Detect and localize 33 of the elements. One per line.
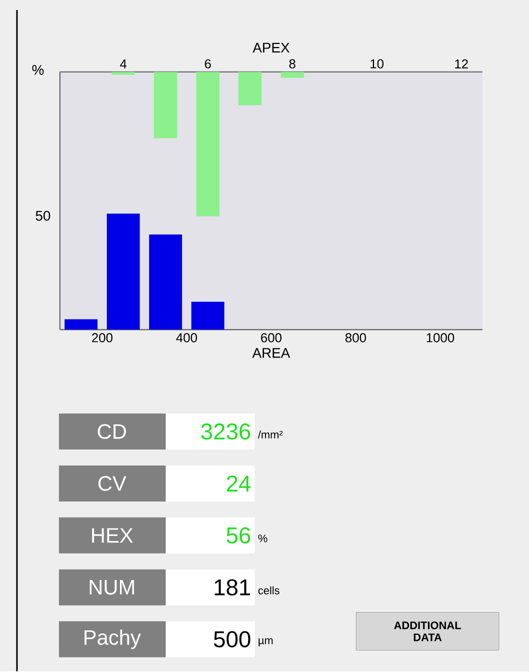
x-axis-title: AREA [252,348,290,358]
x-tick-label: 12 [454,59,468,68]
bar [64,319,98,330]
x-axis-title: APEX [252,42,290,52]
x-tick-label: 10 [370,59,384,68]
x-tick-label: 8 [289,59,296,68]
text: HEX [92,528,133,543]
category-label: 24 [226,475,250,492]
category-label: 500 [214,631,250,648]
bar [148,234,182,330]
text: % [32,65,44,75]
text: /mm² [258,430,282,439]
x-tick-label: 800 [345,333,366,342]
text: Pachy [84,630,141,650]
x-tick-label: 1000 [426,333,454,342]
text: cells [258,586,280,594]
text: CD [98,424,126,439]
text: 50 [36,210,50,221]
text: ADDITIONAL DATA [394,622,461,642]
x-tick-label: 200 [92,333,112,342]
text: % [258,534,268,542]
category-label: 56 [226,527,250,544]
bar [191,302,224,330]
x-tick-label: 4 [120,60,126,68]
x-tick-label: 400 [176,333,197,342]
x-tick-label: 600 [260,333,282,342]
text: NUM [90,580,134,595]
bar [106,214,140,330]
x-tick-label: 6 [204,59,211,68]
text: µm [258,638,272,646]
category-label: 181 [214,579,250,596]
text: CV [98,476,126,491]
category-label: 3236 [200,423,250,440]
